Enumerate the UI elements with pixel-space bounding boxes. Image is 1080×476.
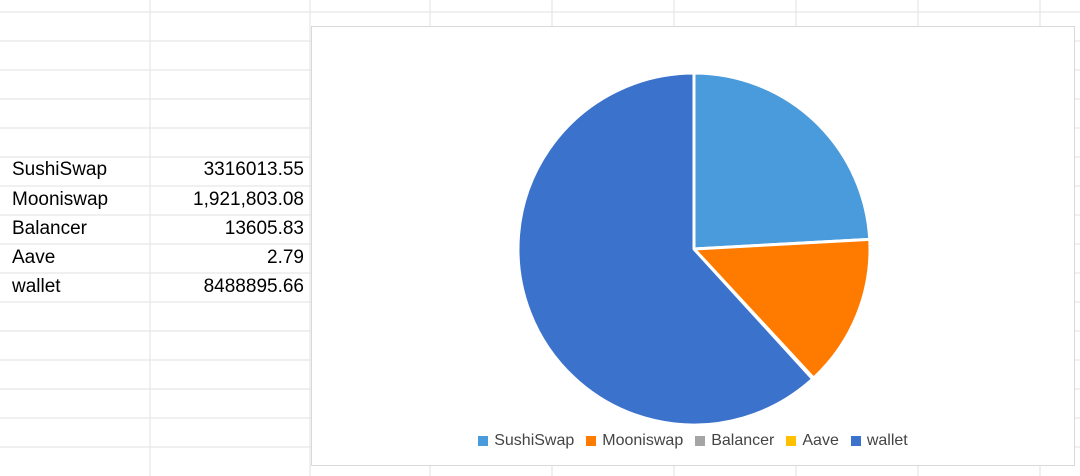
chart-legend: SushiSwap Mooniswap Balancer Aave wallet: [312, 429, 1074, 453]
cell-value-balancer[interactable]: 13605.83: [224, 218, 304, 239]
legend-swatch-wallet: [850, 436, 861, 446]
legend-item-sushiswap[interactable]: SushiSwap: [478, 432, 574, 450]
legend-label-aave: Aave: [802, 432, 839, 449]
legend-label-wallet: wallet: [866, 432, 908, 449]
cell-label-wallet[interactable]: wallet: [12, 276, 61, 297]
cell-value-sushiswap[interactable]: 3316013.55: [203, 159, 304, 180]
cell-label-aave[interactable]: Aave: [12, 247, 56, 268]
cell-value-mooniswap[interactable]: 1,921,803.08: [193, 189, 304, 210]
cell-label-balancer[interactable]: Balancer: [12, 218, 87, 239]
legend-swatch-aave: [786, 436, 797, 446]
pie-slice-mooniswap[interactable]: [692, 237, 872, 380]
legend-item-balancer[interactable]: Balancer: [695, 432, 774, 450]
legend-item-mooniswap[interactable]: Mooniswap: [586, 432, 683, 450]
legend-label-mooniswap: Mooniswap: [602, 432, 684, 449]
pie-slice-sushiswap[interactable]: [692, 71, 872, 251]
legend-swatch-balancer: [695, 436, 706, 446]
legend-label-balancer: Balancer: [711, 432, 775, 449]
pie-plot: [516, 71, 872, 427]
pie-chart[interactable]: SushiSwap Mooniswap Balancer Aave wallet: [311, 26, 1075, 466]
legend-swatch-sushiswap: [478, 436, 489, 446]
legend-item-wallet[interactable]: wallet: [850, 432, 908, 450]
cell-value-aave[interactable]: 2.79: [267, 247, 304, 268]
legend-swatch-mooniswap: [586, 436, 597, 446]
cell-label-mooniswap[interactable]: Mooniswap: [12, 189, 109, 210]
legend-item-aave[interactable]: Aave: [786, 432, 839, 450]
cell-label-sushiswap[interactable]: SushiSwap: [12, 159, 108, 180]
pie-slice-wallet[interactable]: [516, 71, 815, 427]
legend-label-sushiswap: SushiSwap: [494, 432, 575, 449]
cell-value-wallet[interactable]: 8488895.66: [203, 276, 304, 297]
